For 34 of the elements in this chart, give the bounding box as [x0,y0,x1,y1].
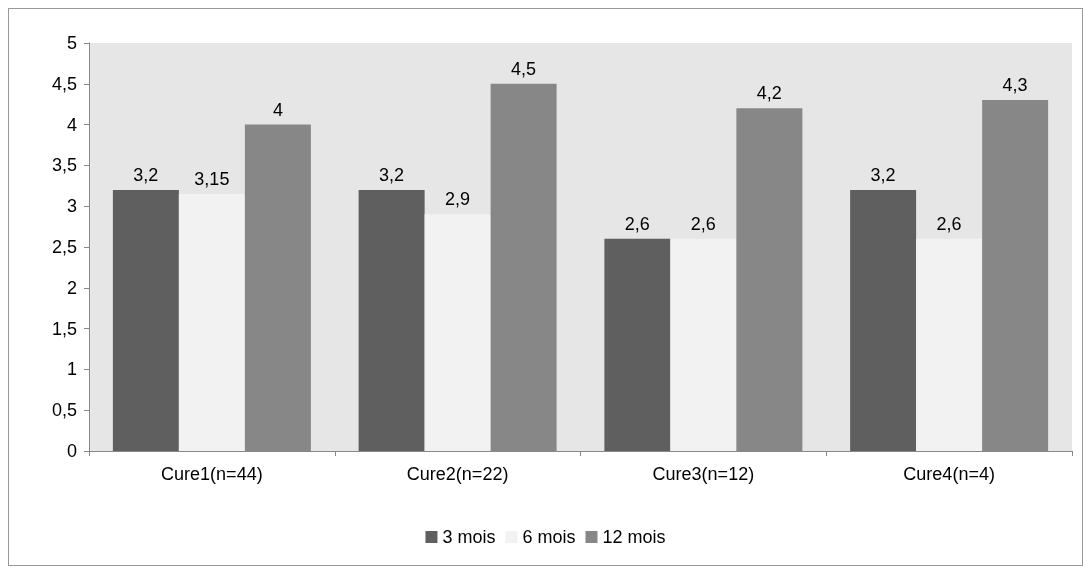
y-tick-label: 2,5 [51,237,77,257]
data-label: 2,9 [445,189,471,210]
bar [358,189,425,451]
y-tick-label: 4 [66,114,77,135]
data-label: 4,5 [511,58,537,79]
data-label: 3,2 [870,164,896,185]
x-tick-label: Cure3(n=12) [652,464,755,484]
data-label: 4,3 [1002,75,1028,96]
y-tick-label: 1,5 [51,318,77,339]
data-label: 4,2 [756,83,782,104]
x-tick-label: Cure4(n=4) [903,464,995,484]
x-tick-label: Cure1(n=44) [161,464,263,484]
data-label: 2,6 [690,213,716,234]
bar [850,189,917,451]
y-tick-label: 2 [66,277,77,298]
bar [112,189,179,451]
data-label: 2,6 [624,213,650,234]
y-tick-label: 5 [66,33,77,53]
data-label: 3,2 [133,164,159,185]
data-label: 4 [272,99,283,120]
data-label: 3,2 [379,164,405,185]
data-label: 2,6 [936,213,962,234]
y-tick-label: 0,5 [51,400,77,421]
y-tick-label: 1 [66,359,77,380]
legend-label: 3 mois [442,527,496,547]
x-tick-label: Cure2(n=22) [406,464,509,484]
bar [604,238,671,451]
legend-label: 12 mois [602,527,666,547]
y-tick-label: 3,5 [51,155,77,176]
y-tick-label: 4,5 [51,73,77,94]
y-tick-label: 0 [66,441,77,461]
data-label: 3,15 [194,168,230,189]
legend-label: 6 mois [522,527,576,547]
y-tick-label: 3 [66,196,77,217]
